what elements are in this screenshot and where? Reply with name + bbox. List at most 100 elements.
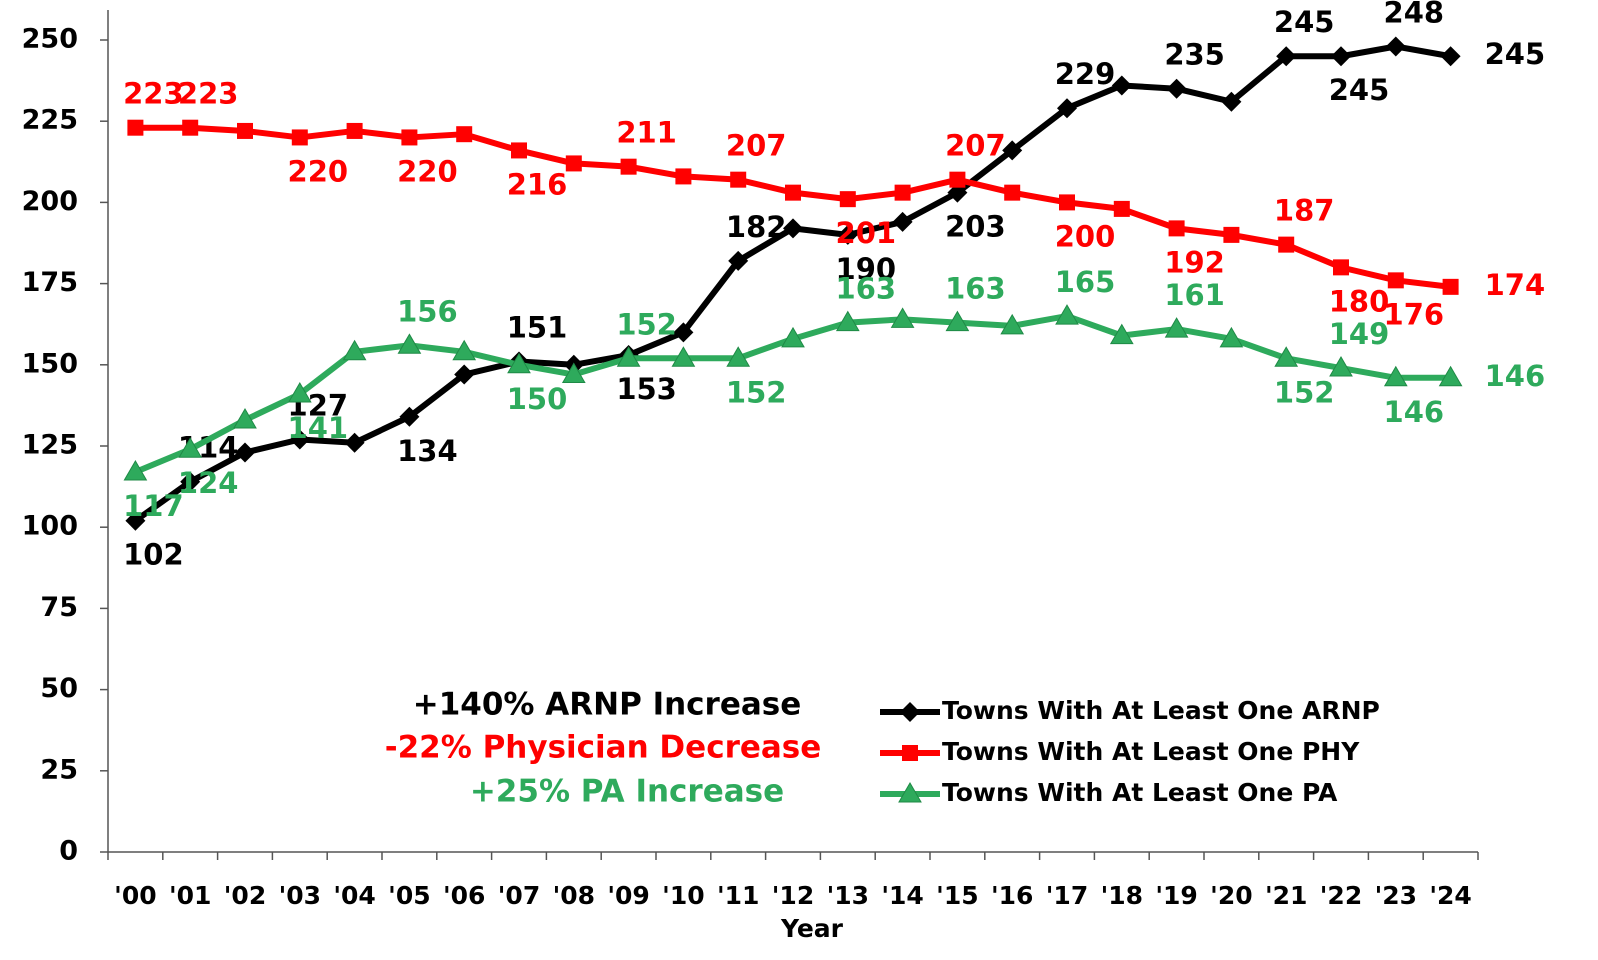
data-label: 223 — [123, 77, 184, 111]
point-marker — [235, 442, 255, 463]
data-label: 220 — [397, 154, 458, 188]
point-marker — [237, 122, 253, 139]
series-line — [133, 43, 1452, 524]
point-marker — [289, 429, 310, 450]
data-label: 201 — [836, 216, 897, 250]
point-marker — [1164, 317, 1189, 338]
point-marker — [1055, 304, 1079, 325]
data-label: 180 — [1329, 284, 1390, 318]
point-marker — [785, 184, 801, 201]
y-tick-label: 0 — [59, 836, 78, 867]
point-marker — [1387, 272, 1404, 289]
point-marker — [1383, 365, 1408, 387]
data-label: 207 — [726, 129, 787, 163]
point-marker — [1442, 278, 1459, 295]
data-label: 102 — [123, 538, 184, 572]
point-marker — [456, 126, 473, 143]
data-label: 192 — [1164, 245, 1225, 279]
x-tick-label: '02 — [224, 881, 266, 910]
x-tick-label: '12 — [772, 881, 814, 910]
point-marker — [511, 142, 527, 159]
point-marker — [397, 333, 422, 354]
x-tick-label: '19 — [1155, 881, 1197, 910]
x-tick-label: '07 — [498, 881, 540, 910]
data-label: 141 — [288, 411, 349, 445]
data-label: 187 — [1274, 194, 1335, 228]
point-marker — [1276, 46, 1297, 67]
annotation: +25% PA Increase — [470, 774, 784, 810]
x-tick-label: '00 — [114, 881, 156, 910]
point-marker — [507, 352, 531, 374]
data-label: 245 — [1274, 5, 1335, 39]
annotation: +140% ARNP Increase — [413, 687, 802, 723]
legend-label: Towns With At Least One PHY — [942, 737, 1360, 766]
point-marker — [1329, 356, 1353, 377]
data-label: 207 — [945, 129, 1006, 163]
point-marker — [123, 459, 148, 481]
point-marker — [726, 346, 751, 367]
data-label: 220 — [288, 154, 349, 188]
data-label: 216 — [507, 167, 568, 201]
point-marker — [561, 362, 586, 384]
data-label: 223 — [178, 77, 239, 111]
point-marker — [1278, 236, 1295, 253]
point-marker — [1000, 313, 1025, 335]
y-tick-label: 250 — [22, 24, 78, 55]
point-marker — [565, 155, 582, 172]
point-marker — [728, 250, 749, 271]
y-tick-label: 225 — [22, 105, 78, 136]
x-tick-label: '18 — [1101, 881, 1143, 910]
point-marker — [1333, 259, 1349, 276]
point-marker — [344, 432, 365, 453]
x-tick-label: '03 — [279, 881, 321, 910]
point-marker — [399, 406, 420, 427]
y-tick-label: 125 — [22, 430, 78, 461]
y-tick-label: 75 — [40, 592, 78, 623]
point-marker — [452, 339, 477, 361]
legend-marker — [900, 702, 920, 722]
data-label: 152 — [1274, 375, 1335, 409]
point-marker — [945, 310, 970, 332]
point-marker — [1168, 220, 1185, 237]
data-label: 152 — [726, 375, 787, 409]
data-label: 176 — [1384, 297, 1445, 331]
data-label: 117 — [123, 489, 184, 523]
data-label: 245 — [1485, 37, 1546, 71]
data-label: 163 — [836, 272, 897, 306]
data-label: 163 — [945, 272, 1006, 306]
point-marker — [671, 346, 696, 367]
x-axis-label: Year — [780, 914, 844, 943]
data-label: 146 — [1384, 395, 1445, 429]
point-marker — [1057, 98, 1077, 119]
point-marker — [1004, 184, 1021, 201]
point-marker — [1113, 200, 1130, 217]
data-label: 134 — [397, 434, 458, 468]
data-label: 146 — [1485, 359, 1546, 393]
series-line — [135, 124, 1451, 290]
data-label: 235 — [1164, 38, 1225, 72]
point-marker — [1221, 91, 1242, 112]
x-tick-label: '17 — [1046, 881, 1088, 910]
point-marker — [616, 346, 641, 367]
data-label: 174 — [1485, 268, 1546, 302]
point-marker — [730, 171, 747, 188]
point-marker — [182, 119, 199, 136]
point-marker — [837, 224, 858, 245]
data-label: 149 — [1329, 317, 1390, 351]
y-tick-label: 25 — [40, 754, 78, 785]
x-tick-label: '23 — [1375, 881, 1417, 910]
data-label: 211 — [616, 116, 677, 150]
point-marker — [342, 339, 367, 361]
y-tick-label: 200 — [22, 186, 78, 217]
legend-label: Towns With At Least One ARNP — [942, 696, 1380, 725]
point-marker — [291, 129, 308, 146]
x-tick-label: '14 — [881, 881, 923, 910]
data-label: 245 — [1329, 73, 1390, 107]
point-marker — [178, 437, 203, 458]
point-marker — [892, 211, 913, 232]
x-tick-label: '09 — [607, 881, 649, 910]
point-marker — [835, 310, 860, 332]
point-marker — [890, 307, 915, 328]
point-marker — [180, 471, 201, 492]
point-marker — [620, 158, 637, 175]
